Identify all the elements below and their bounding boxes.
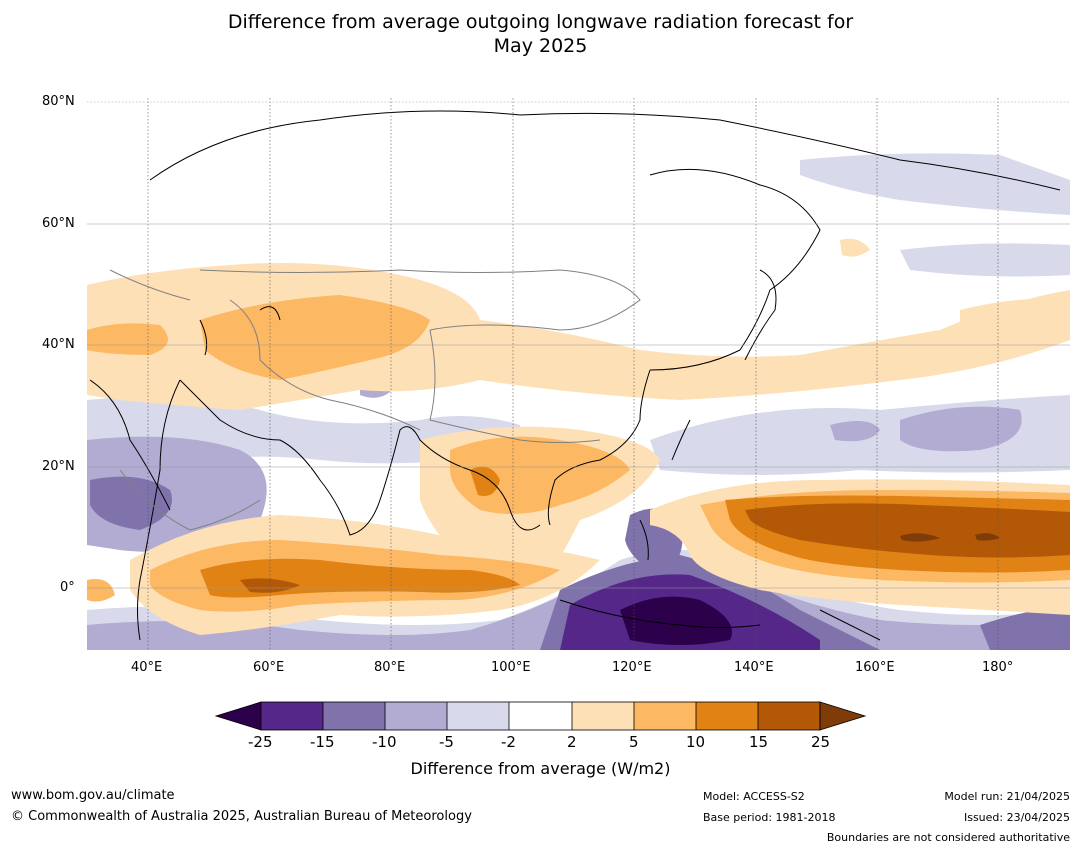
map-panel: [87, 98, 1070, 650]
colorbar-bin: [634, 702, 696, 730]
lon-label: 100°E: [491, 660, 531, 675]
lat-label: 0°: [60, 580, 75, 595]
lon-label: 80°E: [374, 660, 406, 675]
colorbar-tick: -15: [310, 733, 335, 751]
colorbar-tick: 10: [686, 733, 706, 751]
model-name: Model: ACCESS-S2: [703, 790, 805, 803]
title-line-2: May 2025: [493, 35, 588, 57]
lat-label: 20°N: [42, 459, 75, 474]
colorbar-bin: [323, 702, 385, 730]
colorbar-bin: [261, 702, 323, 730]
boundaries-disclaimer: Boundaries are not considered authoritat…: [826, 831, 1070, 844]
positive-anomaly-shading: [87, 238, 1070, 635]
colorbar-bin: [696, 702, 758, 730]
lon-label: 60°E: [253, 660, 285, 675]
model-run-date: Model run: 21/04/2025: [944, 790, 1070, 803]
issued-date: Issued: 23/04/2025: [963, 811, 1070, 824]
colorbar: [214, 701, 867, 731]
colorbar-bin: [385, 702, 447, 730]
colorbar-tick: 5: [629, 733, 639, 751]
colorbar-tick: 15: [749, 733, 769, 751]
gridlines: [147, 98, 999, 650]
lon-label: 40°E: [131, 660, 163, 675]
colorbar-tick: 2: [567, 733, 577, 751]
latitude-lines: [87, 101, 1070, 589]
lat-label: 40°N: [42, 337, 75, 352]
lon-label: 180°: [982, 660, 1014, 675]
country-borders: [109, 269, 641, 531]
colorbar-tick: 25: [811, 733, 831, 751]
copyright-text: © Commonwealth of Australia 2025, Austra…: [11, 809, 472, 824]
colorbar-extend-min: [214, 701, 262, 731]
colorbar-tick: -25: [248, 733, 273, 751]
colorbar-bin: [758, 702, 820, 730]
coastlines: [89, 110, 1061, 641]
lat-label: 60°N: [42, 216, 75, 231]
colorbar-extend-max: [819, 701, 867, 731]
base-period: Base period: 1981-2018: [703, 811, 836, 824]
colorbar-tick: -10: [372, 733, 397, 751]
colorbar-bin: [509, 702, 572, 730]
website-link[interactable]: www.bom.gov.au/climate: [11, 788, 175, 803]
lat-label: 80°N: [42, 94, 75, 109]
colorbar-bin: [447, 702, 509, 730]
lon-label: 120°E: [612, 660, 652, 675]
colorbar-bin: [572, 702, 634, 730]
title-line-1: Difference from average outgoing longwav…: [227, 11, 854, 33]
lon-label: 140°E: [734, 660, 774, 675]
colorbar-tick: -5: [439, 733, 454, 751]
lon-label: 160°E: [855, 660, 895, 675]
colorbar-label: Difference from average (W/m2): [410, 759, 671, 778]
colorbar-tick: -2: [501, 733, 516, 751]
map-title: Difference from average outgoing longwav…: [0, 10, 1081, 58]
